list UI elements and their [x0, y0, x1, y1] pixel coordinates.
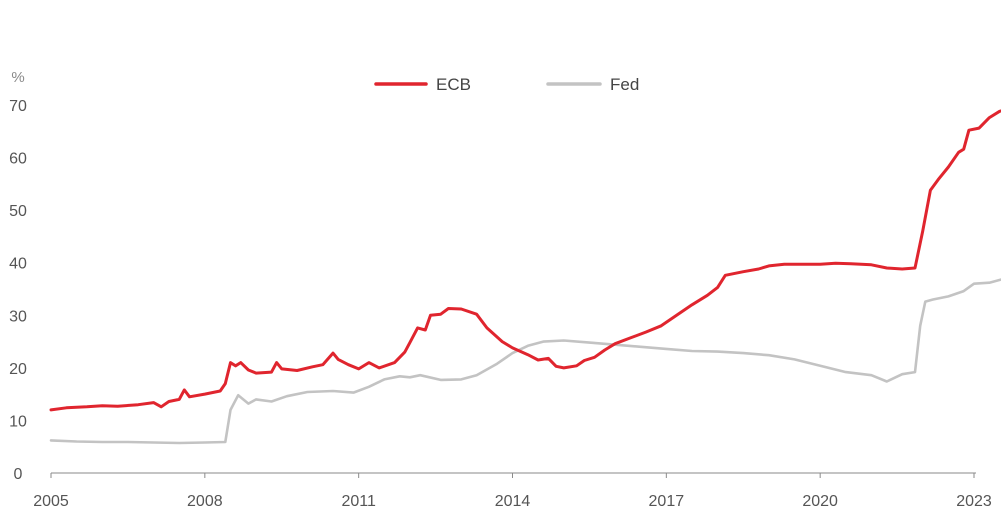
x-tick-label: 2014	[495, 493, 531, 510]
y-tick-label: 40	[9, 256, 27, 273]
x-axis-ticks: 2005 2008 2011 2014 2017 2020 2023	[33, 473, 992, 510]
x-tick-label: 2008	[187, 493, 223, 510]
legend: ECB Fed	[374, 75, 639, 94]
y-tick-label: 50	[9, 203, 27, 220]
x-tick-label: 2020	[802, 493, 838, 510]
y-tick-label: 10	[9, 413, 27, 430]
series-lines	[49, 109, 1001, 445]
y-axis-ticks: 0 10 20 30 40 50 60 70	[9, 98, 27, 483]
series-line-ecb	[49, 109, 1001, 412]
y-tick-label: 20	[9, 361, 27, 378]
y-tick-label: 70	[9, 98, 27, 115]
y-tick-label: 0	[14, 466, 23, 483]
legend-label-fed: Fed	[610, 75, 639, 94]
x-tick-label: 2011	[341, 493, 376, 510]
x-tick-label: 2023	[956, 493, 992, 510]
x-tick-label: 2017	[649, 493, 685, 510]
y-tick-label: 60	[9, 151, 27, 168]
series-line-fed	[49, 278, 1001, 445]
y-tick-label: 30	[9, 308, 27, 325]
legend-label-ecb: ECB	[436, 75, 471, 94]
x-tick-label: 2005	[33, 493, 69, 510]
y-axis-unit: %	[11, 69, 24, 86]
